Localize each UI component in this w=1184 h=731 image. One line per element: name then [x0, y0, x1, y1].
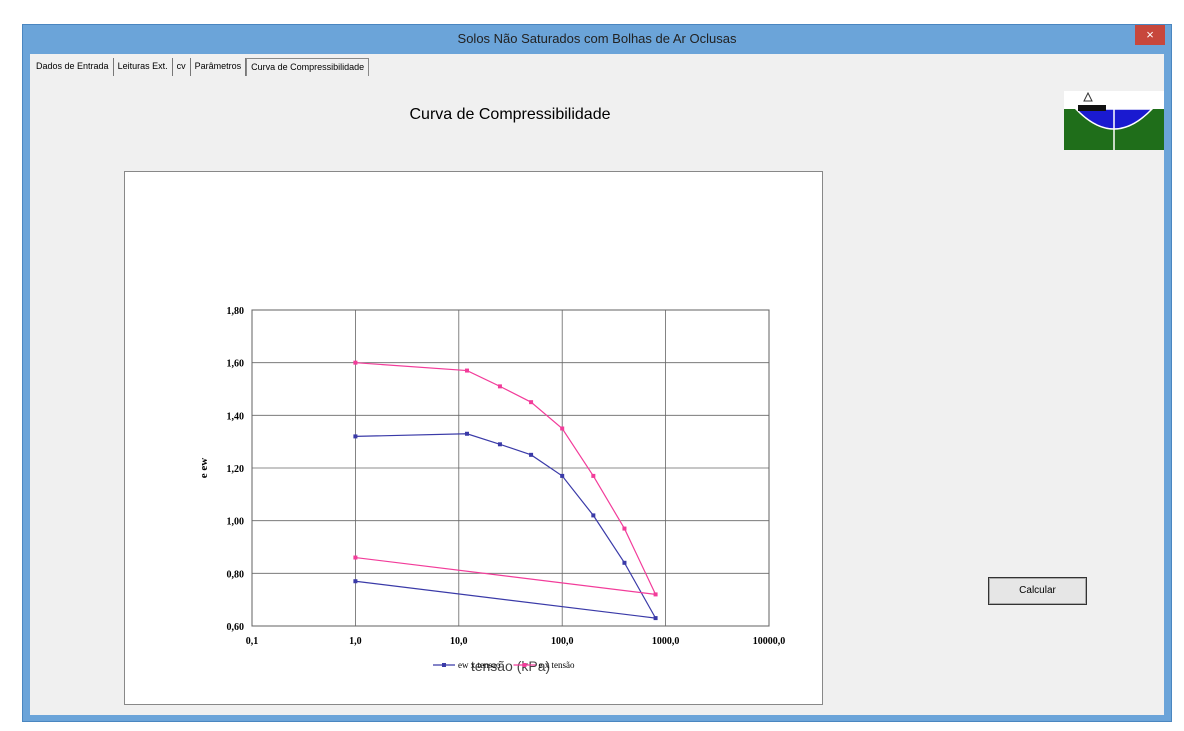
point [353, 360, 358, 365]
window: Solos Não Saturados com Bolhas de Ar Ocl… [22, 24, 1172, 722]
point [591, 473, 596, 478]
point [353, 434, 358, 439]
title-bar: Solos Não Saturados com Bolhas de Ar Ocl… [457, 31, 737, 46]
x-tick-label: 1000,0 [652, 636, 680, 647]
y-tick-label: 0,60 [227, 622, 245, 633]
point [529, 452, 534, 457]
y-axis-label: e ew [198, 458, 210, 479]
y-tick-label: 1,80 [227, 306, 245, 317]
point [622, 526, 627, 531]
tab[interactable]: Parâmetros [191, 58, 247, 76]
point [622, 560, 627, 565]
x-tick-label: 0,1 [246, 636, 259, 647]
x-tick-label: 10000,0 [753, 636, 786, 647]
point [464, 368, 469, 373]
tab-strip: Dados de Entrada Leituras Ext. cv Parâme… [32, 58, 370, 76]
tab[interactable]: Dados de Entrada [32, 58, 114, 76]
legend-marker [522, 663, 527, 667]
point [560, 473, 565, 478]
point [353, 555, 358, 560]
point [560, 426, 565, 431]
point [653, 592, 658, 597]
logo [1064, 91, 1164, 150]
x-tick-label: 1,0 [349, 636, 362, 647]
client-area: Dados de Entrada Leituras Ext. cv Parâme… [30, 54, 1164, 715]
heading: Curva de Compressibilidade [409, 106, 611, 123]
close-button[interactable]: × [1135, 25, 1165, 45]
point [464, 431, 469, 436]
point [591, 513, 596, 518]
calculate-button[interactable]: Calcular [988, 577, 1087, 605]
point [529, 400, 534, 405]
tab[interactable]: Leituras Ext. [114, 58, 173, 76]
point [497, 384, 502, 389]
chart-frame: 0,60 0,80 1,00 1,20 1,40 1,60 1,80 0,1 1,0 10,0 10… [124, 171, 823, 705]
point [497, 442, 502, 447]
y-tick-label: 1,40 [227, 411, 245, 422]
x-axis-label: tensão (kPa) [471, 658, 550, 674]
y-tick-label: 1,60 [227, 359, 245, 370]
point [353, 579, 358, 584]
y-tick-label: 1,20 [227, 464, 245, 475]
x-tick-label: 100,0 [551, 636, 574, 647]
tab[interactable]: cv [173, 58, 191, 76]
legend-marker [442, 663, 446, 667]
y-tick-label: 0,80 [227, 569, 245, 580]
legend-label: ew x tensao [458, 660, 501, 670]
chart: 0,60 0,80 1,00 1,20 1,40 1,60 1,80 0,1 1,0 10,0 10… [198, 306, 786, 674]
y-tick-label: 1,00 [227, 517, 245, 528]
point [653, 616, 658, 621]
tab[interactable]: Curva de Compressibilidade [246, 58, 370, 76]
x-tick-label: 10,0 [450, 636, 468, 647]
legend-label: e x tensão [539, 660, 575, 670]
